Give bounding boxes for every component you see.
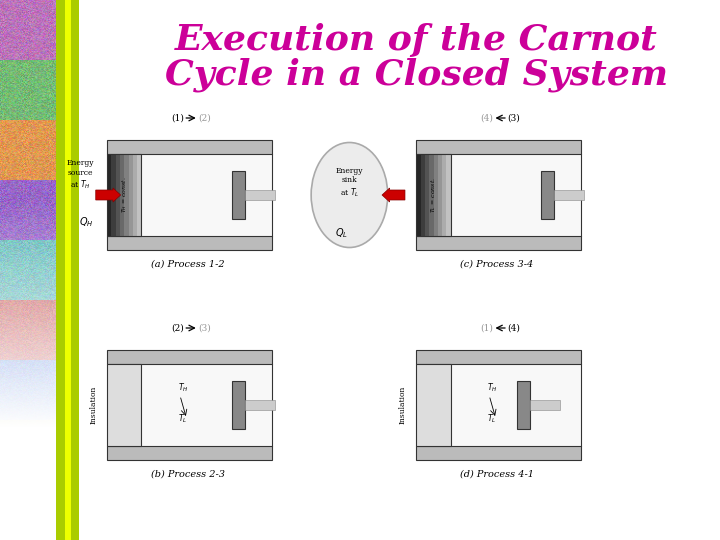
Bar bbox=[107, 235, 272, 250]
Bar bbox=[112, 154, 116, 235]
Text: (1): (1) bbox=[480, 323, 493, 333]
Text: (3): (3) bbox=[198, 323, 211, 333]
Text: $T_L$: $T_L$ bbox=[487, 412, 497, 425]
Bar bbox=[107, 154, 112, 235]
Bar bbox=[137, 154, 141, 235]
Bar bbox=[71, 0, 78, 540]
Bar bbox=[107, 446, 272, 460]
Bar bbox=[232, 171, 245, 219]
Bar bbox=[116, 154, 120, 235]
Bar bbox=[65, 0, 71, 540]
Text: Cycle in a Closed System: Cycle in a Closed System bbox=[165, 58, 668, 92]
Bar bbox=[141, 154, 272, 235]
Bar bbox=[107, 140, 272, 154]
Text: (1): (1) bbox=[171, 113, 184, 123]
Bar bbox=[433, 154, 438, 235]
Text: $T_H$: $T_H$ bbox=[178, 381, 189, 394]
Bar bbox=[107, 154, 141, 235]
Bar bbox=[530, 400, 560, 410]
Text: Execution of the Carnot: Execution of the Carnot bbox=[175, 23, 658, 57]
Bar bbox=[107, 364, 141, 445]
Bar bbox=[425, 154, 429, 235]
Bar bbox=[232, 381, 245, 429]
Text: $T_H$: $T_H$ bbox=[487, 381, 498, 394]
Text: $T_H$ = const.: $T_H$ = const. bbox=[120, 177, 129, 213]
FancyArrow shape bbox=[382, 188, 405, 202]
Bar bbox=[245, 400, 275, 410]
Bar bbox=[517, 381, 530, 429]
Text: $Q_H$: $Q_H$ bbox=[79, 215, 94, 230]
FancyArrow shape bbox=[96, 188, 121, 202]
Text: (a) Process 1-2: (a) Process 1-2 bbox=[150, 260, 225, 268]
Bar bbox=[416, 235, 581, 250]
Bar bbox=[541, 171, 554, 219]
Bar bbox=[438, 154, 442, 235]
Bar bbox=[429, 154, 433, 235]
Text: (4): (4) bbox=[480, 113, 493, 123]
Bar bbox=[120, 154, 125, 235]
Bar bbox=[554, 190, 585, 200]
Bar bbox=[446, 154, 451, 235]
Bar bbox=[416, 154, 420, 235]
Text: (d) Process 4-1: (d) Process 4-1 bbox=[460, 469, 534, 478]
Text: (3): (3) bbox=[508, 113, 520, 123]
Bar bbox=[107, 350, 272, 364]
Bar bbox=[129, 154, 133, 235]
Text: $T_L$: $T_L$ bbox=[178, 412, 187, 425]
Bar bbox=[420, 154, 425, 235]
Text: (4): (4) bbox=[507, 323, 520, 333]
Bar bbox=[442, 154, 446, 235]
Text: (2): (2) bbox=[198, 113, 211, 123]
Bar bbox=[416, 364, 451, 445]
Text: (2): (2) bbox=[171, 323, 184, 333]
Bar bbox=[55, 0, 65, 540]
Text: $T_L$ = const.: $T_L$ = const. bbox=[429, 177, 438, 213]
Bar bbox=[416, 446, 581, 460]
Text: (c) Process 3-4: (c) Process 3-4 bbox=[460, 260, 534, 268]
Text: Energy
source
at $T_H$: Energy source at $T_H$ bbox=[67, 159, 94, 191]
Text: Insulation: Insulation bbox=[90, 386, 98, 424]
Bar bbox=[245, 190, 275, 200]
Bar bbox=[141, 364, 272, 445]
Bar bbox=[416, 350, 581, 364]
Bar bbox=[451, 364, 581, 445]
Text: $Q_L$: $Q_L$ bbox=[336, 226, 348, 240]
Text: (b) Process 2-3: (b) Process 2-3 bbox=[150, 469, 225, 478]
Text: Insulation: Insulation bbox=[399, 386, 407, 424]
Bar bbox=[416, 154, 451, 235]
Bar bbox=[416, 140, 581, 154]
Text: Energy
sink
at $T_L$: Energy sink at $T_L$ bbox=[336, 167, 363, 199]
Bar bbox=[451, 154, 581, 235]
Ellipse shape bbox=[311, 143, 388, 247]
Bar bbox=[133, 154, 137, 235]
Bar bbox=[125, 154, 129, 235]
